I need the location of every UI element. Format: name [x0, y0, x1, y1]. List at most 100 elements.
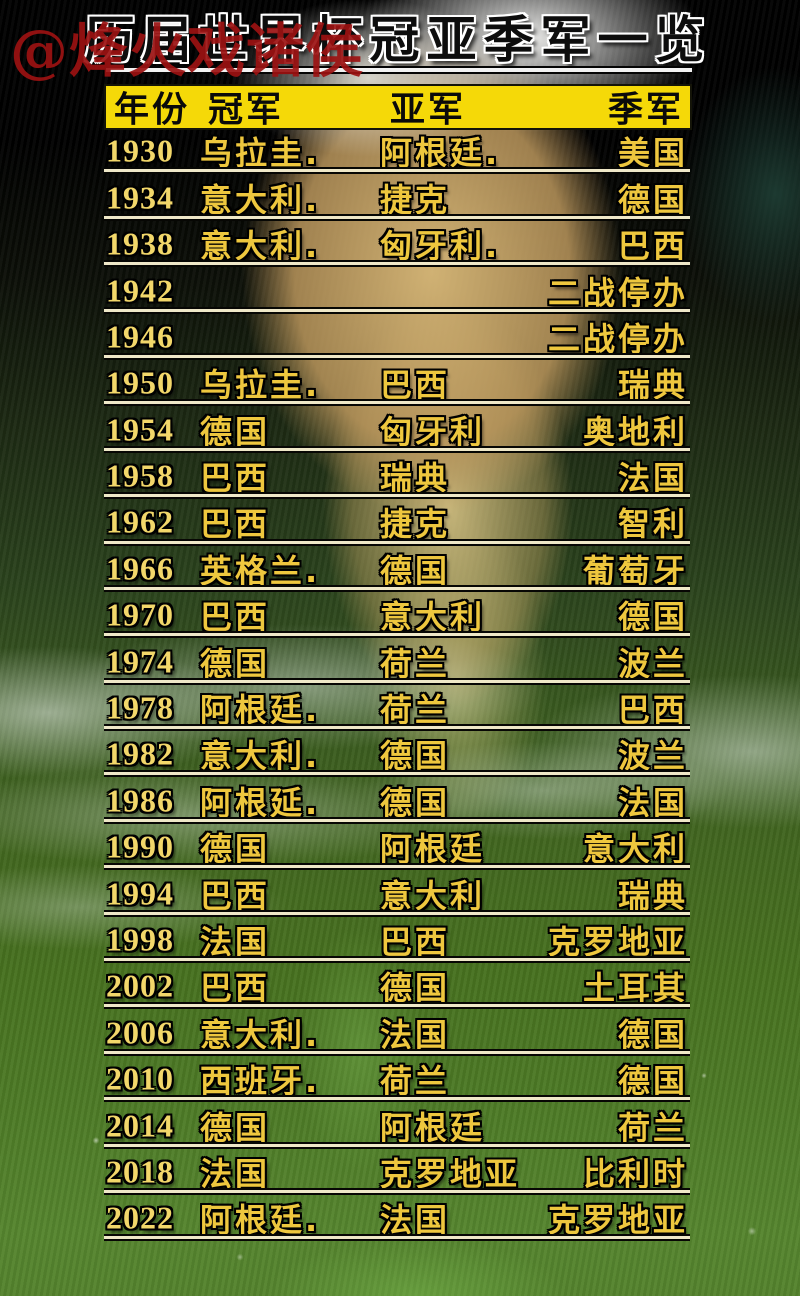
cell-runner-up: 德国: [380, 783, 451, 822]
cell-third: 波兰: [617, 644, 688, 683]
cell-year: 1982: [106, 735, 174, 772]
row-underline: [104, 584, 690, 592]
page-title: 历届世界杯冠亚季军一览: [84, 11, 712, 69]
cell-third: 荷兰: [617, 1108, 688, 1147]
table-row: 2002 巴西 德国 土耳其: [104, 965, 690, 1011]
cell-third: 比利时: [582, 1154, 688, 1193]
cell-year: 1986: [106, 782, 174, 819]
cell-third: 智利: [617, 505, 688, 544]
table-row: 1974 德国 荷兰 波兰: [104, 640, 690, 686]
table-row: 1982 意大利. 德国 波兰: [104, 733, 690, 779]
table-row: 2018 法国 克罗地亚 比利时: [104, 1151, 690, 1197]
cell-runner-up: 荷兰: [380, 644, 451, 683]
cell-third: 克罗地亚: [547, 922, 688, 961]
cell-champion: 意大利.: [200, 737, 321, 776]
cell-runner-up: 克罗地亚: [380, 1154, 521, 1193]
table-row: 1954 德国 匈牙利 奥地利: [104, 408, 690, 454]
cell-runner-up: 意大利: [380, 876, 486, 915]
cell-year: 1970: [106, 596, 174, 633]
cell-runner-up: 匈牙利.: [380, 227, 501, 266]
table-row: 2010 西班牙. 荷兰 德国: [104, 1058, 690, 1104]
cell-third: 法国: [617, 783, 688, 822]
table-row: 1998 法国 巴西 克罗地亚: [104, 919, 690, 965]
title-underline: [106, 66, 692, 74]
table-row: 1958 巴西 瑞典 法国: [104, 455, 690, 501]
cell-third: 克罗地亚: [547, 1201, 688, 1240]
cell-third: 德国: [617, 1015, 688, 1054]
cell-year: 1930: [106, 132, 174, 169]
cell-third: 意大利: [582, 830, 688, 869]
cell-champion: 巴西: [200, 505, 271, 544]
row-underline: [104, 352, 690, 360]
cell-champion: 德国: [200, 412, 271, 451]
cell-year: 1978: [106, 689, 174, 726]
header-runner-up: 亚军: [390, 90, 467, 131]
cell-third: 奥地利: [582, 412, 688, 451]
author-watermark: @烽火戏诸侯: [10, 17, 365, 85]
table-row: 2006 意大利. 法国 德国: [104, 1011, 690, 1057]
row-underline: [104, 677, 690, 685]
cell-year: 1954: [106, 411, 174, 448]
row-underline: [104, 909, 690, 917]
cell-third: 瑞典: [617, 366, 688, 405]
table-row: 1930 乌拉圭. 阿根廷. 美国: [104, 130, 690, 176]
cell-third: 德国: [617, 180, 688, 219]
cell-third: 美国: [617, 134, 688, 173]
cell-runner-up: 阿根廷: [380, 1108, 486, 1147]
cell-champion: 巴西: [200, 598, 271, 637]
cell-third: 二战停办: [547, 273, 688, 312]
cell-champion: 乌拉圭.: [200, 134, 321, 173]
cell-champion: 德国: [200, 644, 271, 683]
cell-year: 1966: [106, 550, 174, 587]
cell-runner-up: 瑞典: [380, 459, 451, 498]
cell-champion: 英格兰.: [200, 551, 321, 590]
table-header-row: 年份 冠军 亚军 季军: [104, 84, 692, 131]
cell-champion: 阿根延.: [200, 783, 321, 822]
row-underline: [104, 1141, 690, 1149]
row-underline: [104, 1095, 690, 1103]
cell-third: 瑞典: [617, 876, 688, 915]
cell-runner-up: 捷克: [380, 505, 451, 544]
row-underline: [104, 1234, 690, 1242]
cell-champion: 巴西: [200, 969, 271, 1008]
row-underline: [104, 770, 690, 778]
cell-champion: 意大利.: [200, 227, 321, 266]
table-row: 1942 二战停办: [104, 269, 690, 315]
cell-runner-up: 荷兰: [380, 691, 451, 730]
cell-runner-up: 荷兰: [380, 1062, 451, 1101]
table-row: 1978 阿根廷. 荷兰 巴西: [104, 687, 690, 733]
table-body: 1930 乌拉圭. 阿根廷. 美国 1934 意大利. 捷克 德国 1938 意…: [104, 130, 690, 1243]
cell-champion: 意大利.: [200, 1015, 321, 1054]
cell-year: 1994: [106, 875, 174, 912]
table-row: 1934 意大利. 捷克 德国: [104, 176, 690, 222]
cell-runner-up: 巴西: [380, 366, 451, 405]
cell-runner-up: 意大利: [380, 598, 486, 637]
header-year: 年份: [114, 90, 191, 131]
cell-runner-up: 捷克: [380, 180, 451, 219]
cell-champion: 乌拉圭.: [200, 366, 321, 405]
cell-champion: 意大利.: [200, 180, 321, 219]
cell-year: 1946: [106, 318, 174, 355]
row-underline: [104, 956, 690, 964]
row-underline: [104, 1002, 690, 1010]
cell-year: 1934: [106, 179, 174, 216]
row-underline: [104, 1048, 690, 1056]
cell-third: 巴西: [617, 227, 688, 266]
row-underline: [104, 538, 690, 546]
cell-third: 巴西: [617, 691, 688, 730]
cell-runner-up: 巴西: [380, 922, 451, 961]
cell-year: 1962: [106, 503, 174, 540]
cell-year: 1990: [106, 828, 174, 865]
table-row: 1990 德国 阿根廷 意大利: [104, 826, 690, 872]
row-underline: [104, 260, 690, 268]
cell-champion: 法国: [200, 1154, 271, 1193]
cell-year: 1958: [106, 457, 174, 494]
cell-champion: 阿根廷.: [200, 1201, 321, 1240]
cell-third: 德国: [617, 598, 688, 637]
table-row: 1962 巴西 捷克 智利: [104, 501, 690, 547]
cell-year: 1998: [106, 921, 174, 958]
table-row: 1994 巴西 意大利 瑞典: [104, 872, 690, 918]
cell-year: 1974: [106, 643, 174, 680]
cell-champion: 阿根廷.: [200, 691, 321, 730]
